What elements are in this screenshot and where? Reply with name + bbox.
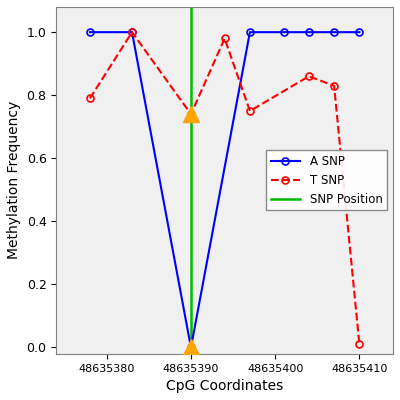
Line: A SNP: A SNP xyxy=(86,29,363,351)
A SNP xyxy=(88,30,92,34)
A SNP xyxy=(306,30,311,34)
T SNP xyxy=(306,74,311,79)
T SNP xyxy=(188,112,193,116)
T SNP xyxy=(88,96,92,101)
Line: T SNP: T SNP xyxy=(86,29,363,348)
A SNP xyxy=(248,30,252,34)
A SNP xyxy=(357,30,362,34)
A SNP xyxy=(281,30,286,34)
A SNP xyxy=(130,30,134,34)
X-axis label: CpG Coordinates: CpG Coordinates xyxy=(166,379,283,393)
T SNP xyxy=(222,36,227,41)
Y-axis label: Methylation Frequency: Methylation Frequency xyxy=(7,101,21,260)
T SNP xyxy=(332,83,336,88)
A SNP xyxy=(188,345,193,350)
A SNP xyxy=(332,30,336,34)
T SNP xyxy=(130,30,134,34)
Legend: A SNP, T SNP, SNP Position: A SNP, T SNP, SNP Position xyxy=(266,150,387,210)
T SNP xyxy=(357,342,362,347)
T SNP xyxy=(248,108,252,113)
